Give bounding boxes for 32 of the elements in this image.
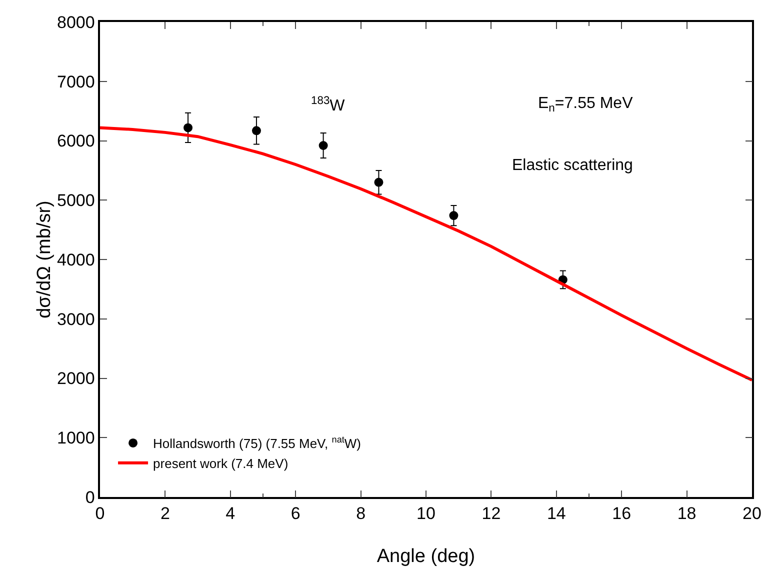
x-tick-label: 14 bbox=[546, 504, 566, 524]
y-tick-label: 6000 bbox=[57, 132, 95, 151]
x-tick-label: 4 bbox=[226, 504, 236, 524]
annotation: $^{183}$W bbox=[311, 95, 346, 115]
annotation: Elastic scattering bbox=[512, 157, 633, 174]
y-tick-label: 1000 bbox=[57, 428, 95, 448]
y-axis-title: dσ/dΩ (mb/sr) bbox=[34, 200, 56, 318]
point bbox=[374, 178, 384, 187]
y-tick-label: 3000 bbox=[57, 310, 95, 329]
x-tick-label: 16 bbox=[612, 504, 632, 524]
y-tick-label: 0 bbox=[85, 488, 95, 507]
x-tick-label: 2 bbox=[160, 504, 170, 524]
annotation: E$_{n}$=7.55 MeV bbox=[538, 95, 634, 114]
point bbox=[184, 123, 193, 132]
x-tick-label: 20 bbox=[742, 504, 762, 524]
point bbox=[318, 141, 328, 150]
point bbox=[252, 126, 261, 136]
x-tick-label: 10 bbox=[416, 504, 436, 524]
x-tick-label: 6 bbox=[290, 504, 300, 524]
y-tick-label: 2000 bbox=[57, 369, 95, 388]
legend-label: Hollandsworth (75) (7.55 MeV, $^{nat}$W) bbox=[153, 434, 362, 452]
y-tick-label: 4000 bbox=[57, 250, 95, 270]
y-tick-label: 8000 bbox=[57, 12, 95, 32]
x-tick-label: 12 bbox=[482, 504, 501, 524]
legend-label: present work (7.4 MeV) bbox=[153, 456, 288, 471]
line-series bbox=[100, 126, 752, 382]
y-tick-label: 5000 bbox=[57, 191, 95, 210]
y-tick-label: 7000 bbox=[57, 72, 95, 92]
x-tick-label: 8 bbox=[356, 504, 366, 524]
point bbox=[449, 211, 458, 220]
x-tick-label: 18 bbox=[677, 504, 696, 524]
x-axis-title: Angle (deg) bbox=[376, 546, 476, 567]
